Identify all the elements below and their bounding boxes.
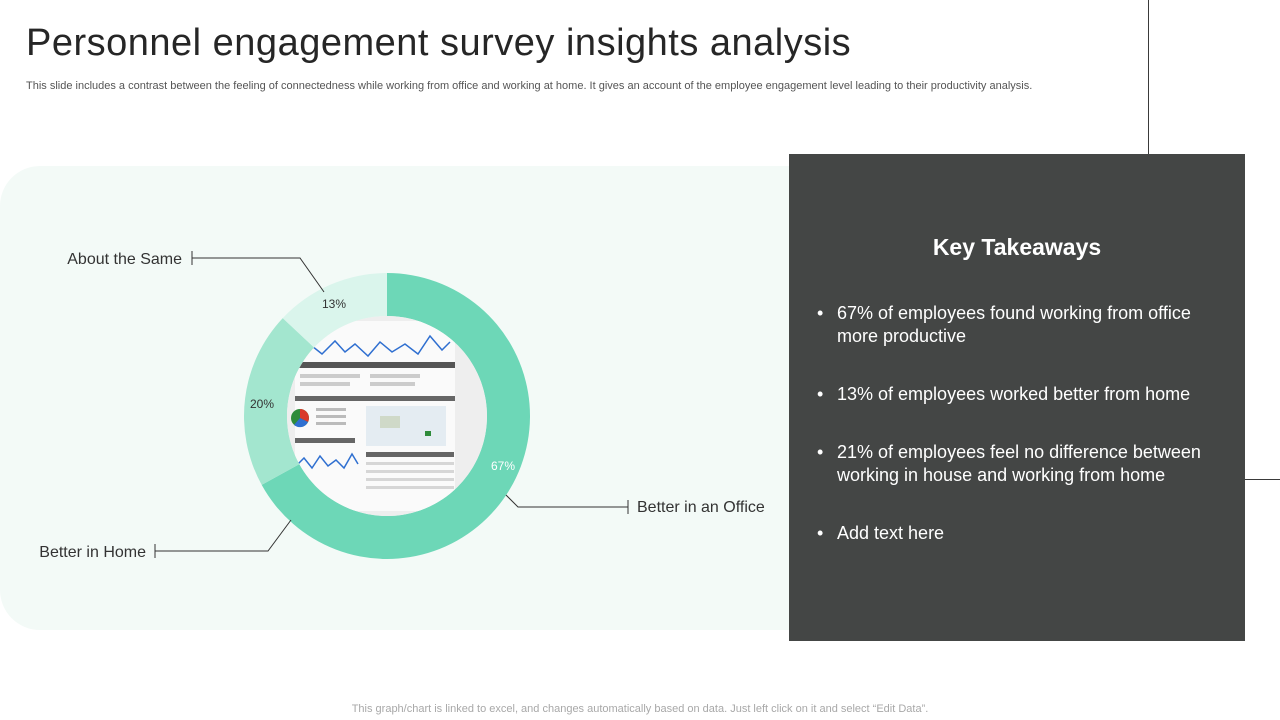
slice-same[interactable] (282, 273, 387, 348)
leader-line-office (505, 494, 628, 508)
takeaway-item: 21% of employees feel no difference betw… (817, 441, 1227, 487)
leader-line-same (192, 257, 325, 293)
key-takeaways-title: Key Takeaways (932, 234, 1102, 260)
leader-line-home (155, 519, 292, 552)
data-label-same: 13% (322, 297, 346, 311)
slice-home[interactable] (243, 318, 315, 485)
category-label-office: Better in an Office (637, 499, 765, 516)
takeaway-item: 13% of employees worked better from home (817, 383, 1227, 406)
footer-note: This graph/chart is linked to excel, and… (351, 703, 929, 715)
divider-horizontal (1245, 479, 1280, 480)
page-title: Personnel engagement survey insights ana… (26, 22, 852, 64)
slice-office[interactable] (261, 273, 530, 559)
data-label-home: 20% (250, 397, 274, 411)
donut-chart[interactable]: 67% 20% 13% About the Same Better in Hom… (0, 166, 830, 630)
chart-panel: 67% 20% 13% About the Same Better in Hom… (0, 166, 830, 630)
page-subtitle: This slide includes a contrast between t… (26, 80, 1033, 92)
takeaway-item: 67% of employees found working from offi… (817, 302, 1227, 348)
key-takeaways-panel: Key Takeaways 67% of employees found wor… (789, 154, 1245, 641)
takeaway-item: Add text here (817, 522, 1227, 545)
dashboard-thumbnail-image (287, 316, 487, 516)
category-label-home: Better in Home (39, 544, 146, 561)
data-label-office: 67% (491, 459, 515, 473)
key-takeaways-list: 67% of employees found working from offi… (817, 302, 1227, 580)
category-label-same: About the Same (67, 251, 182, 268)
divider-vertical (1148, 0, 1149, 154)
